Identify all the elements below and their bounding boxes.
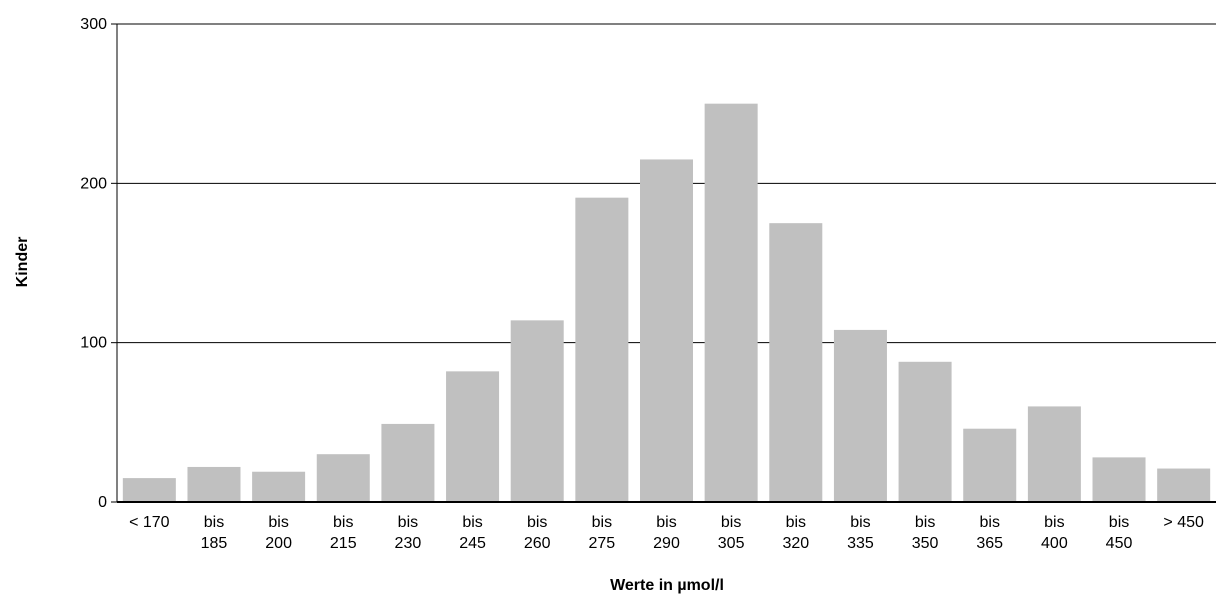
bar — [381, 423, 435, 502]
bar — [1027, 406, 1081, 502]
x-tick-label: bis 290 — [653, 514, 680, 552]
x-tick-label: bis 230 — [395, 514, 422, 552]
x-tick-label: bis 260 — [524, 514, 551, 552]
x-tick-label: > 450 — [1163, 514, 1204, 531]
x-tick-label-line: bis — [592, 514, 612, 531]
y-tick-label: 100 — [80, 335, 107, 352]
x-tick-label-line: 320 — [782, 535, 809, 552]
x-tick-label-line: bis — [786, 514, 806, 531]
x-tick-label-line: bis — [1109, 514, 1129, 531]
bar — [316, 454, 370, 502]
bar — [963, 428, 1017, 502]
x-tick-label: bis 305 — [718, 514, 745, 552]
y-axis-title: Kinder — [14, 237, 31, 288]
bar — [187, 466, 241, 502]
bar — [510, 320, 564, 502]
x-tick-label: bis 215 — [330, 514, 357, 552]
x-tick-label-line: bis — [915, 514, 935, 531]
x-tick-label: < 170 — [129, 514, 170, 531]
x-tick-label-line: 305 — [718, 535, 745, 552]
x-tick-label-line: bis — [333, 514, 353, 531]
x-tick-label-line: > 450 — [1163, 514, 1204, 531]
x-tick-labels: < 170 bis 185 bis 200 bis 215 bis 230 bis 245 bis 26… — [129, 514, 1204, 552]
x-tick-label: bis 275 — [589, 514, 616, 552]
x-tick-label-line: bis — [850, 514, 870, 531]
x-tick-label-line: bis — [268, 514, 288, 531]
x-tick-label-line: bis — [721, 514, 741, 531]
bar — [833, 329, 887, 502]
x-tick-label: bis 200 — [265, 514, 292, 552]
bar — [639, 159, 694, 502]
x-tick-label: bis 320 — [782, 514, 809, 552]
x-tick-label-line: 215 — [330, 535, 357, 552]
x-tick-label: bis 365 — [976, 514, 1003, 552]
x-tick-label-line: bis — [527, 514, 547, 531]
y-tick-label: 300 — [80, 16, 107, 33]
x-axis-title: Werte in µmol/l — [610, 577, 724, 594]
x-tick-label: bis 185 — [201, 514, 228, 552]
bar — [575, 197, 629, 502]
x-tick-label: bis 400 — [1041, 514, 1068, 552]
y-tick-label: 200 — [80, 175, 107, 192]
bar — [252, 471, 306, 502]
bar — [704, 103, 758, 503]
bar — [446, 371, 500, 502]
x-tick-label-line: 450 — [1106, 535, 1133, 552]
x-tick-label-line: bis — [980, 514, 1000, 531]
x-tick-label-line: bis — [462, 514, 482, 531]
x-tick-label-line: 350 — [912, 535, 939, 552]
x-tick-label-line: 290 — [653, 535, 680, 552]
x-tick-label-line: 275 — [589, 535, 616, 552]
bar — [122, 478, 176, 502]
y-tick-label: 0 — [98, 494, 107, 511]
bars-layer — [122, 103, 1211, 503]
x-tick-label-line: < 170 — [129, 514, 170, 531]
bar — [898, 361, 952, 502]
x-tick-label-line: 200 — [265, 535, 292, 552]
x-tick-label-line: 245 — [459, 535, 486, 552]
bar — [1157, 468, 1211, 502]
x-tick-label-line: 185 — [201, 535, 228, 552]
axis-layer — [111, 23, 1216, 503]
x-tick-label: bis 245 — [459, 514, 486, 552]
y-tick-labels: 0 100 200 300 — [80, 16, 107, 511]
x-tick-label: bis 350 — [912, 514, 939, 552]
bar — [1092, 457, 1146, 502]
x-tick-label-line: bis — [204, 514, 224, 531]
x-tick-label-line: 400 — [1041, 535, 1068, 552]
x-tick-label-line: 260 — [524, 535, 551, 552]
x-tick-label-line: bis — [656, 514, 676, 531]
x-tick-label-line: bis — [398, 514, 418, 531]
bar — [769, 223, 823, 502]
x-tick-label: bis 450 — [1106, 514, 1133, 552]
x-tick-label-line: 365 — [976, 535, 1003, 552]
x-tick-label: bis 335 — [847, 514, 874, 552]
x-tick-label-line: 335 — [847, 535, 874, 552]
x-tick-label-line: 230 — [395, 535, 422, 552]
x-tick-label-line: bis — [1044, 514, 1064, 531]
